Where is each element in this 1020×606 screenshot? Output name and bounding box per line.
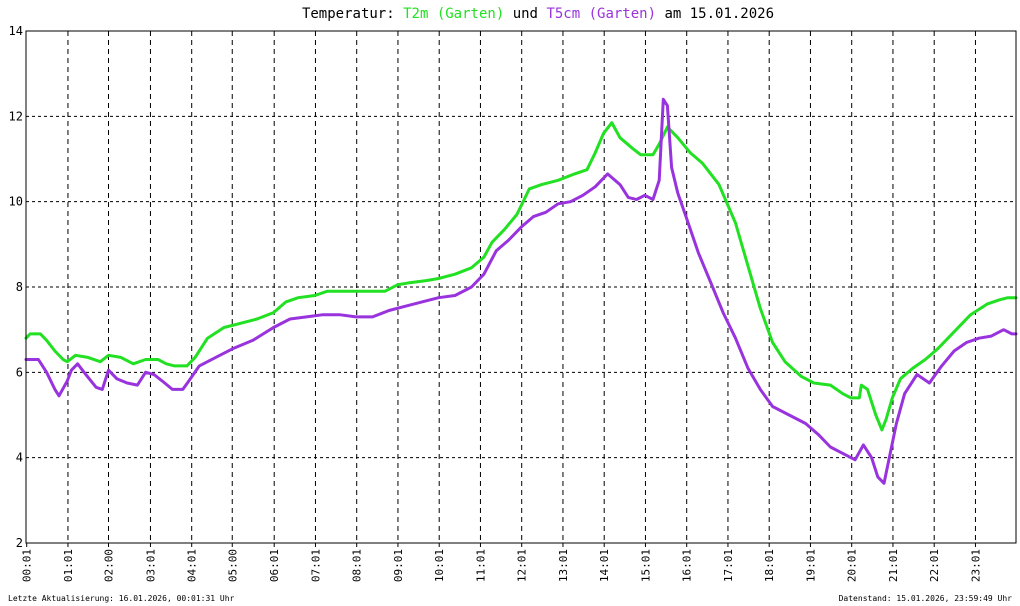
x-tick-label: 05:00 (226, 549, 239, 582)
x-tick-label: 01:01 (62, 549, 75, 582)
y-tick-label: 8 (16, 280, 23, 294)
x-tick-label: 16:01 (681, 549, 694, 582)
x-tick-label: 23:01 (969, 549, 982, 582)
x-tick-label: 09:01 (392, 549, 405, 582)
x-tick-label: 13:01 (557, 549, 570, 582)
footer-last-update: Letzte Aktualisierung: 16.01.2026, 00:01… (8, 594, 235, 603)
x-tick-label: 12:01 (516, 549, 529, 582)
x-tick-label: 19:01 (804, 549, 817, 582)
plot-border (25, 30, 1017, 544)
series-line-t5cm (24, 97, 1018, 485)
series-line-t2m (24, 121, 1018, 432)
x-tick-label: 08:01 (351, 549, 364, 582)
title-suffix: am 15.01.2026 (664, 6, 774, 22)
title-middle: und (513, 6, 538, 22)
x-tick-label: 22:01 (928, 549, 941, 582)
x-tick-label: 02:00 (103, 549, 116, 582)
y-tick-labels: 2 4 6 8 10 12 14 (9, 24, 23, 550)
x-tick-label: 20:01 (846, 549, 859, 582)
x-tick-label: 14:01 (598, 549, 611, 582)
y-tick-label: 14 (9, 24, 23, 38)
x-tick-label: 06:01 (268, 549, 281, 582)
x-tick-labels: 00:01 01:01 02:00 03:01 04:01 05:00 06:01 07:01… (21, 549, 983, 582)
title-series-t5cm: T5cm (Garten) (546, 6, 656, 22)
x-tick-label: 04:01 (186, 549, 199, 582)
series-lines (24, 97, 1018, 485)
y-tick-label: 2 (16, 536, 23, 550)
title-prefix: Temperatur: (302, 6, 395, 22)
x-tick-label: 03:01 (144, 549, 157, 582)
chart-title: Temperatur: T2m (Garten) und T5cm (Garte… (302, 6, 774, 22)
x-tick-label: 17:01 (722, 549, 735, 582)
plot-frame (25, 30, 1017, 544)
x-tick-label: 15:01 (639, 549, 652, 582)
y-tick-label: 12 (9, 109, 23, 123)
x-tick-label: 18:01 (763, 549, 776, 582)
x-tick-label: 07:01 (309, 549, 322, 582)
x-tick-label: 11:01 (474, 549, 487, 582)
x-tick-label: 10:01 (433, 549, 446, 582)
y-tick-label: 6 (16, 365, 23, 379)
title-series-t2m: T2m (Garten) (403, 6, 504, 22)
x-tick-label: 21:01 (887, 549, 900, 582)
footer-data-status: Datenstand: 15.01.2026, 23:59:49 Uhr (839, 594, 1013, 603)
x-tick-label: 00:01 (21, 549, 34, 582)
y-tick-label: 10 (9, 195, 23, 209)
grid-lines (26, 31, 1016, 547)
y-tick-label: 4 (16, 451, 23, 465)
